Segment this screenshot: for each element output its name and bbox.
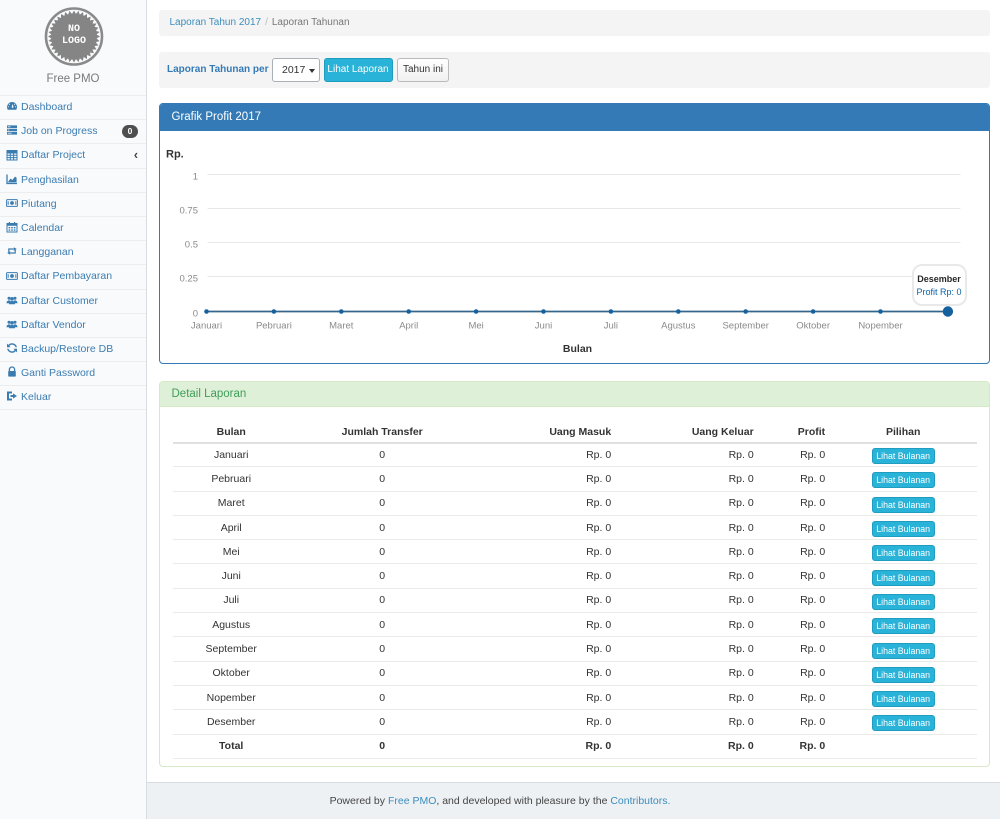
svg-text:NO: NO xyxy=(68,24,80,35)
svg-text:Mei: Mei xyxy=(468,321,483,332)
svg-text:0.75: 0.75 xyxy=(179,206,198,217)
svg-text:LOGO: LOGO xyxy=(62,36,86,47)
svg-text:Bulan: Bulan xyxy=(562,343,591,355)
svg-text:0: 0 xyxy=(192,309,197,320)
svg-text:Nopember: Nopember xyxy=(858,321,902,332)
svg-text:Oktober: Oktober xyxy=(796,321,830,332)
svg-text:April: April xyxy=(399,321,418,332)
svg-text:September: September xyxy=(722,321,768,332)
svg-text:Juni: Juni xyxy=(534,321,551,332)
svg-text:Maret: Maret xyxy=(329,321,354,332)
svg-text:0.5: 0.5 xyxy=(184,240,197,251)
svg-text:Rp.: Rp. xyxy=(166,149,184,161)
svg-text:Agustus: Agustus xyxy=(661,321,696,332)
svg-text:Januari: Januari xyxy=(190,321,221,332)
svg-text:Pebruari: Pebruari xyxy=(255,321,291,332)
svg-text:Juli: Juli xyxy=(603,321,617,332)
svg-text:0.25: 0.25 xyxy=(179,274,198,285)
svg-text:1: 1 xyxy=(192,172,197,183)
